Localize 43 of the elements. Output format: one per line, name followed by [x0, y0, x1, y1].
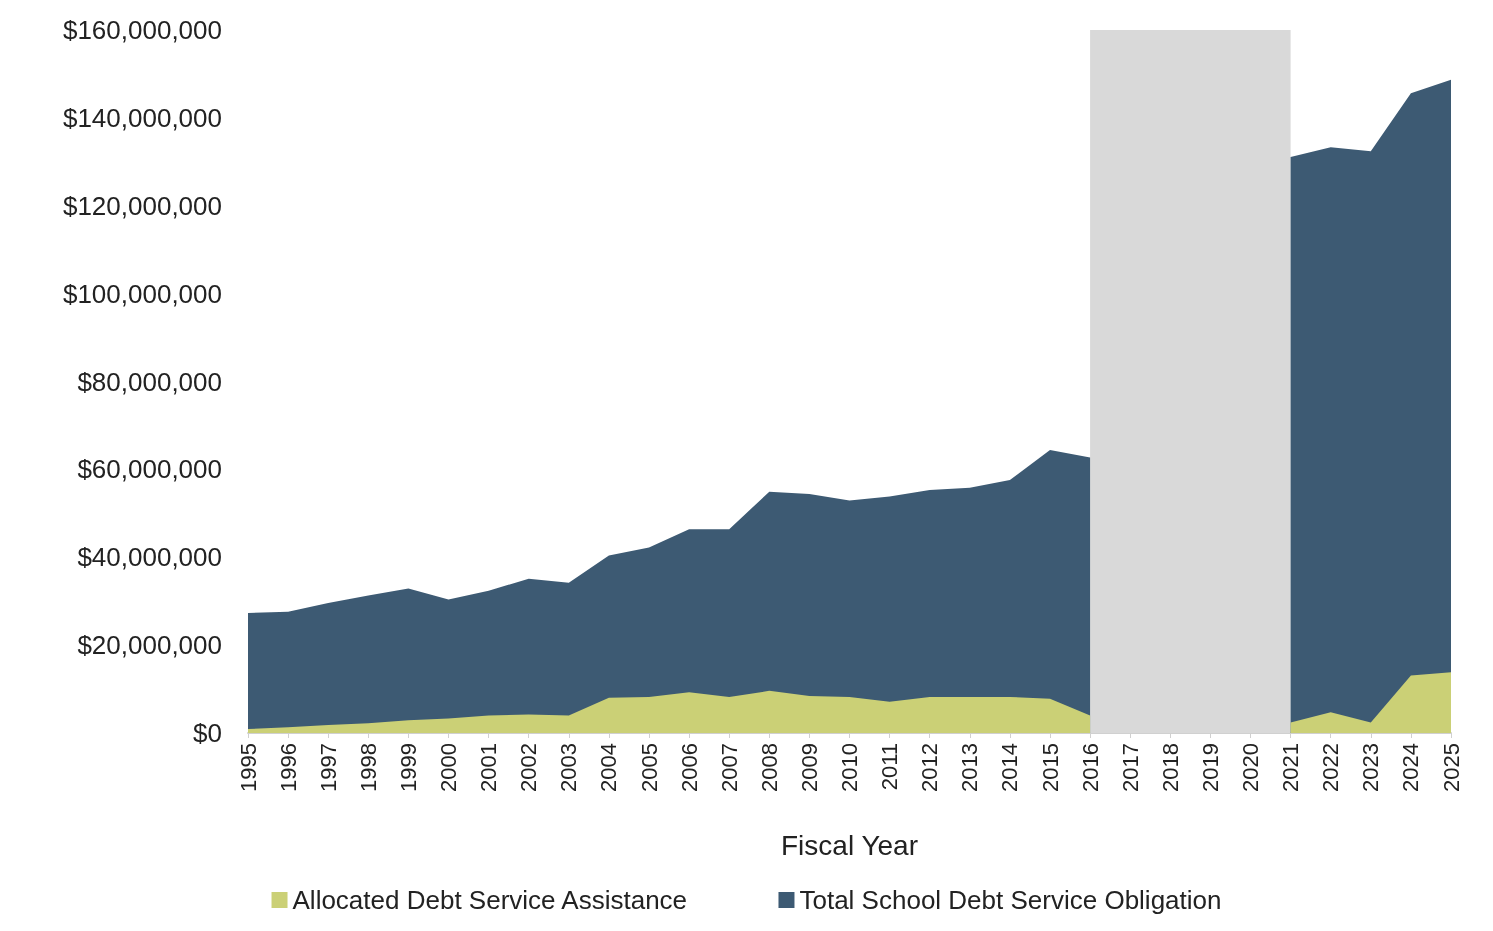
y-tick-label: $140,000,000 — [62, 102, 222, 133]
x-tick-label: 2025 — [1438, 743, 1464, 792]
x-tick-label: 2023 — [1358, 743, 1384, 792]
x-tick-label: 2019 — [1197, 743, 1223, 792]
x-tick-label: 2005 — [636, 743, 662, 792]
x-tick-label: 1996 — [275, 743, 301, 792]
x-tick-label: 2006 — [676, 743, 702, 792]
y-tick-label: $40,000,000 — [77, 542, 222, 573]
x-tick-label: 1995 — [235, 743, 261, 792]
legend-label: Total School Debt Service Obligation — [799, 885, 1222, 915]
x-tick-label: 2013 — [957, 743, 983, 792]
y-tick-label: $60,000,000 — [77, 454, 222, 485]
y-tick-label: $0 — [193, 718, 222, 748]
x-tick-label: 2007 — [716, 743, 742, 792]
x-tick-label: 2016 — [1077, 743, 1103, 792]
x-tick-label: 2010 — [837, 743, 862, 792]
x-tick-label: 2011 — [877, 743, 903, 791]
y-tick-label: $120,000,000 — [62, 190, 222, 221]
y-tick-label: $160,000,000 — [62, 15, 222, 45]
x-tick-label: 2012 — [917, 743, 943, 792]
x-tick-label: 1998 — [355, 743, 381, 792]
x-tick-label: 1997 — [315, 743, 341, 792]
y-tick-label: $80,000,000 — [77, 366, 222, 397]
x-tick-label: 2024 — [1398, 743, 1424, 792]
x-tick-label: 2002 — [516, 743, 542, 792]
x-tick-label: 2022 — [1318, 743, 1344, 792]
x-tick-label: 2009 — [796, 743, 822, 792]
x-tick-label: 2021 — [1278, 743, 1304, 792]
x-tick-label: 2014 — [997, 743, 1023, 792]
x-axis-title: Fiscal Year — [781, 829, 918, 861]
x-tick-label: 2015 — [1037, 743, 1063, 792]
x-tick-label: 1999 — [395, 743, 421, 792]
x-tick-label: 2020 — [1238, 743, 1263, 792]
x-tick-label: 2018 — [1157, 743, 1183, 792]
x-tick-label: 2017 — [1117, 743, 1143, 792]
x-tick-label: 2001 — [476, 743, 502, 792]
x-tick-label: 2008 — [756, 743, 782, 792]
x-tick-label: 2003 — [556, 743, 582, 792]
legend-label: Allocated Debt Service Assistance — [292, 885, 688, 915]
y-tick-label: $100,000,000 — [62, 278, 222, 309]
x-tick-label: 2004 — [596, 743, 622, 792]
x-tick-label: 2000 — [436, 743, 461, 792]
y-tick-label: $20,000,000 — [77, 630, 222, 661]
